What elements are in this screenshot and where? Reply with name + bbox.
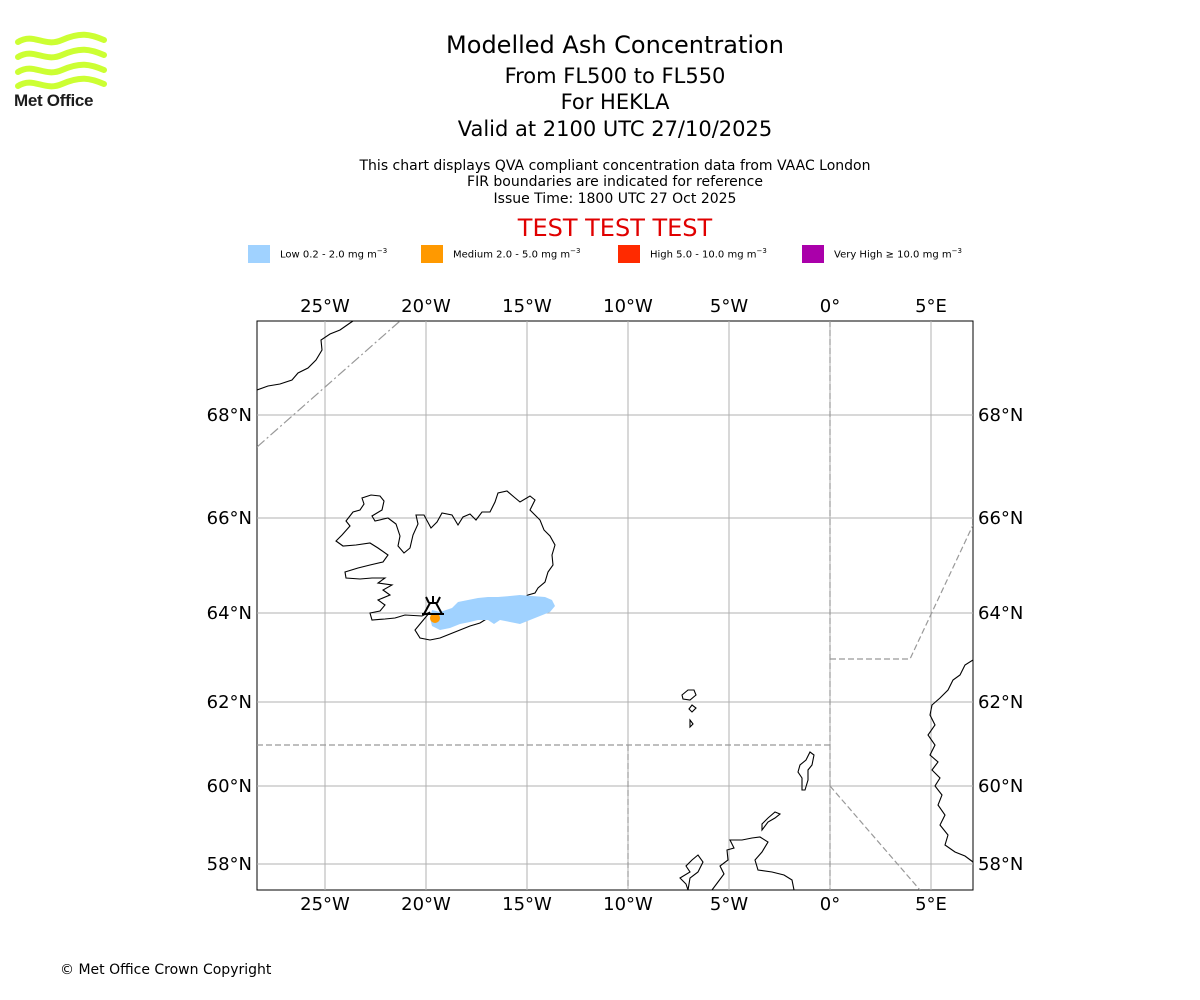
legend-label-very-high: Very High ≥ 10.0 mg m−3 (834, 247, 962, 261)
lon-tick-top: 10°W (603, 296, 653, 317)
legend-item-very-high: Very High ≥ 10.0 mg m−3 (802, 245, 962, 263)
legend-label-low: Low 0.2 - 2.0 mg m−3 (280, 247, 388, 261)
lat-tick-right: 68°N (978, 405, 1023, 426)
lon-labels-bottom: 25°W 20°W 15°W 10°W 5°W 0° 5°E (300, 894, 947, 915)
legend-item-low: Low 0.2 - 2.0 mg m−3 (248, 245, 387, 263)
lat-tick-left: 64°N (207, 603, 252, 624)
lat-labels-left: 68°N 66°N 64°N 62°N 60°N 58°N (207, 405, 252, 875)
lat-labels-right: 68°N 66°N 64°N 62°N 60°N 58°N (978, 405, 1023, 875)
legend-item-high: High 5.0 - 10.0 mg m−3 (618, 245, 767, 263)
title-line-2: From FL500 to FL550 (504, 64, 726, 88)
lat-tick-right: 62°N (978, 692, 1023, 713)
lon-tick-bottom: 10°W (603, 894, 653, 915)
legend-swatch-very-high (802, 245, 824, 263)
lon-tick-bottom: 20°W (401, 894, 451, 915)
subtitle-line-1: This chart displays QVA compliant concen… (359, 158, 871, 174)
faroe-islands (681, 689, 697, 729)
lon-tick-top: 5°W (710, 296, 748, 317)
legend-item-medium: Medium 2.0 - 5.0 mg m−3 (421, 245, 580, 263)
iceland-coast (335, 490, 556, 641)
orkney-coast (761, 811, 782, 832)
title-line-4: Valid at 2100 UTC 27/10/2025 (457, 117, 773, 141)
lon-tick-top: 0° (820, 296, 840, 317)
legend-swatch-low (248, 245, 270, 263)
title-line-1: Modelled Ash Concentration (446, 31, 784, 59)
fir-boundaries (257, 321, 973, 890)
test-banner: TEST TEST TEST (517, 214, 713, 242)
lon-tick-bottom: 5°E (915, 894, 947, 915)
met-office-logo (15, 31, 107, 90)
legend-label-high: High 5.0 - 10.0 mg m−3 (650, 247, 767, 261)
volcano-icon (422, 596, 444, 615)
legend-swatch-medium (421, 245, 443, 263)
lon-tick-top: 5°E (915, 296, 947, 317)
lat-tick-right: 64°N (978, 603, 1023, 624)
lat-tick-right: 58°N (978, 854, 1023, 875)
legend-swatch-high (618, 245, 640, 263)
lat-tick-left: 58°N (207, 854, 252, 875)
ash-medium-area (430, 613, 440, 623)
scotland-coast (711, 836, 795, 890)
coastlines (257, 321, 973, 890)
lon-tick-bottom: 25°W (300, 894, 350, 915)
subtitle-line-2: FIR boundaries are indicated for referen… (467, 174, 763, 190)
ash-low-area (430, 595, 555, 630)
subtitle-line-3: Issue Time: 1800 UTC 27 Oct 2025 (493, 191, 737, 207)
norway-coast (927, 659, 973, 863)
lon-tick-bottom: 5°W (710, 894, 748, 915)
lon-tick-bottom: 15°W (502, 894, 552, 915)
lon-tick-top: 15°W (502, 296, 552, 317)
lat-tick-left: 60°N (207, 776, 252, 797)
lat-tick-left: 62°N (207, 692, 252, 713)
legend-label-medium: Medium 2.0 - 5.0 mg m−3 (453, 247, 581, 261)
map-frame (256, 320, 974, 891)
lon-tick-top: 20°W (401, 296, 451, 317)
title-line-3: For HEKLA (560, 90, 670, 114)
lon-tick-bottom: 0° (820, 894, 840, 915)
lon-labels-top: 25°W 20°W 15°W 10°W 5°W 0° 5°E (300, 296, 947, 317)
lat-tick-left: 68°N (207, 405, 252, 426)
lat-tick-right: 60°N (978, 776, 1023, 797)
copyright-notice: © Met Office Crown Copyright (60, 962, 272, 978)
logo-text: Met Office (14, 91, 94, 110)
lon-tick-top: 25°W (300, 296, 350, 317)
lat-tick-left: 66°N (207, 508, 252, 529)
greenland-coast (257, 321, 354, 391)
shetland-coast (797, 751, 815, 791)
lat-tick-right: 66°N (978, 508, 1023, 529)
ash-plume (430, 595, 555, 630)
